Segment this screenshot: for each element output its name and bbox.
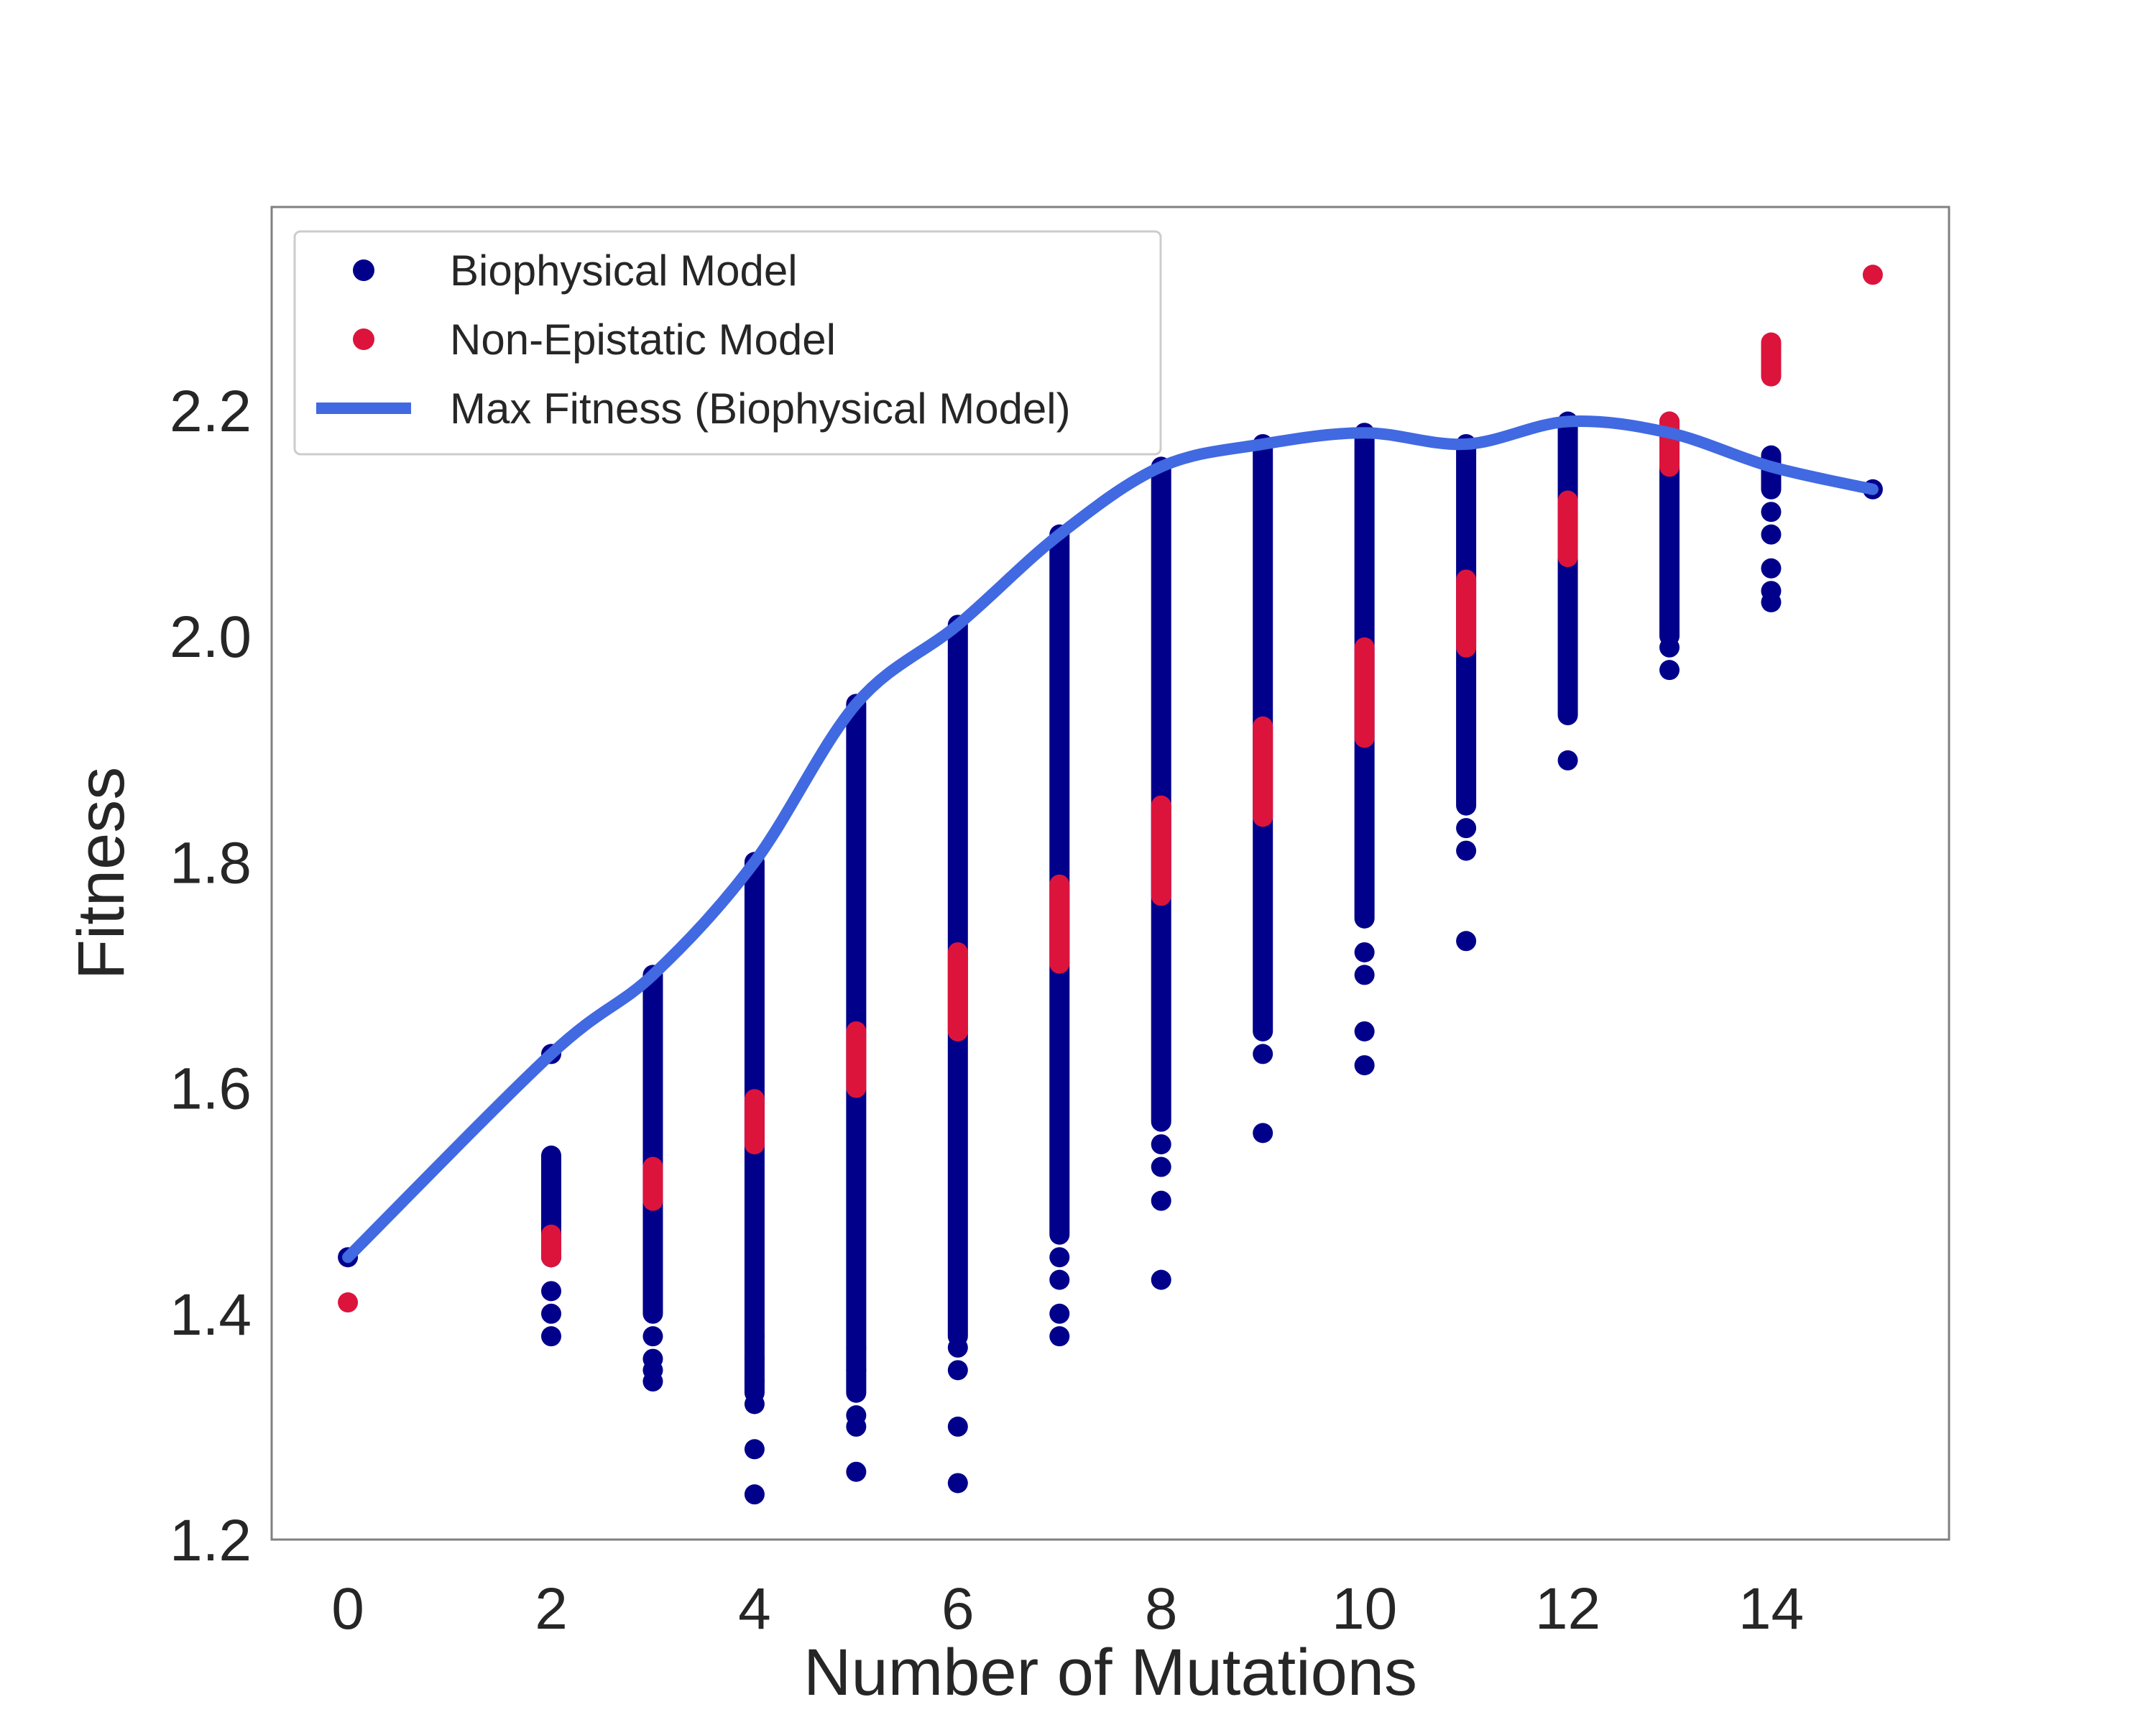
biophysical-point <box>1253 1123 1273 1144</box>
biophysical-point <box>1354 1055 1375 1076</box>
biophysical-point <box>1761 558 1782 579</box>
x-tick-label: 10 <box>1332 1576 1397 1642</box>
y-tick-label: 1.8 <box>170 830 252 896</box>
biophysical-point <box>744 1484 765 1505</box>
y-tick-label: 2.0 <box>170 604 252 670</box>
biophysical-point <box>947 1337 968 1358</box>
x-tick-label: 4 <box>738 1576 771 1642</box>
biophysical-point <box>1049 1269 1070 1290</box>
biophysical-point <box>1354 942 1375 962</box>
data-layer <box>338 264 1883 1505</box>
biophysical-point <box>744 1326 765 1347</box>
legend-box <box>293 230 1162 456</box>
biophysical-point <box>1456 818 1477 839</box>
biophysical-point <box>1354 965 1375 985</box>
biophysical-point <box>541 1303 561 1324</box>
biophysical-point <box>1761 502 1782 523</box>
legend-marker-biophysical <box>353 259 374 281</box>
biophysical-point <box>1151 1134 1171 1155</box>
biophysical-point <box>1456 840 1477 861</box>
biophysical-point <box>1151 1269 1171 1290</box>
legend-label-biophysical: Biophysical Model <box>450 247 798 295</box>
x-tick-label: 2 <box>535 1576 568 1642</box>
biophysical-point <box>541 1326 561 1347</box>
series-2 <box>342 415 1879 1264</box>
biophysical-point <box>1049 1326 1070 1347</box>
biophysical-point <box>1456 931 1477 952</box>
biophysical-point <box>1151 1190 1171 1211</box>
biophysical-point <box>947 1416 968 1437</box>
legend: Biophysical Model Non-Epistatic Model Ma… <box>293 230 1162 456</box>
max-fitness-line <box>342 415 1879 1264</box>
biophysical-point <box>1049 1247 1070 1268</box>
y-tick-label: 1.4 <box>170 1282 252 1348</box>
x-axis-label: Number of Mutations <box>803 1636 1417 1709</box>
legend-label-max-fitness: Max Fitness (Biophysical Model) <box>450 385 1071 433</box>
biophysical-point <box>1659 637 1680 658</box>
x-tick-label: 6 <box>941 1576 975 1642</box>
legend-label-non-epistatic: Non-Epistatic Model <box>450 316 836 364</box>
biophysical-point <box>744 1439 765 1460</box>
biophysical-point <box>846 1461 867 1482</box>
biophysical-point <box>846 1360 867 1381</box>
x-tick-label: 8 <box>1145 1576 1178 1642</box>
y-axis-label: Fitness <box>65 767 138 980</box>
biophysical-point <box>1253 1044 1273 1064</box>
non-epistatic-point <box>338 1292 359 1313</box>
x-tick-label: 0 <box>331 1576 364 1642</box>
biophysical-point <box>1557 750 1578 770</box>
y-tick-label: 1.6 <box>170 1057 252 1122</box>
biophysical-point <box>846 1337 867 1358</box>
biophysical-point <box>744 1371 765 1392</box>
biophysical-point <box>846 1405 867 1426</box>
y-tick-label: 2.2 <box>170 379 252 444</box>
biophysical-point <box>1049 1303 1070 1324</box>
x-tick-label: 12 <box>1535 1576 1600 1642</box>
legend-marker-non-epistatic <box>353 328 374 350</box>
biophysical-point <box>541 1281 561 1302</box>
biophysical-point <box>744 1394 765 1414</box>
x-tick-label: 14 <box>1738 1576 1804 1642</box>
biophysical-point <box>1354 1021 1375 1041</box>
biophysical-point <box>1761 524 1782 545</box>
biophysical-point <box>947 1473 968 1494</box>
biophysical-point <box>1659 660 1680 681</box>
biophysical-point <box>642 1348 663 1369</box>
biophysical-point <box>642 1326 663 1347</box>
y-tick-label: 1.2 <box>170 1508 252 1573</box>
non-epistatic-point <box>1862 264 1883 285</box>
biophysical-point <box>1151 1156 1171 1177</box>
biophysical-point <box>744 1348 765 1369</box>
biophysical-point <box>947 1360 968 1381</box>
biophysical-point <box>1761 581 1782 602</box>
tick-labels: 0 2 4 6 8 10 12 14 1.2 1.4 1.6 1.8 2.0 2.2 <box>170 379 1804 1642</box>
